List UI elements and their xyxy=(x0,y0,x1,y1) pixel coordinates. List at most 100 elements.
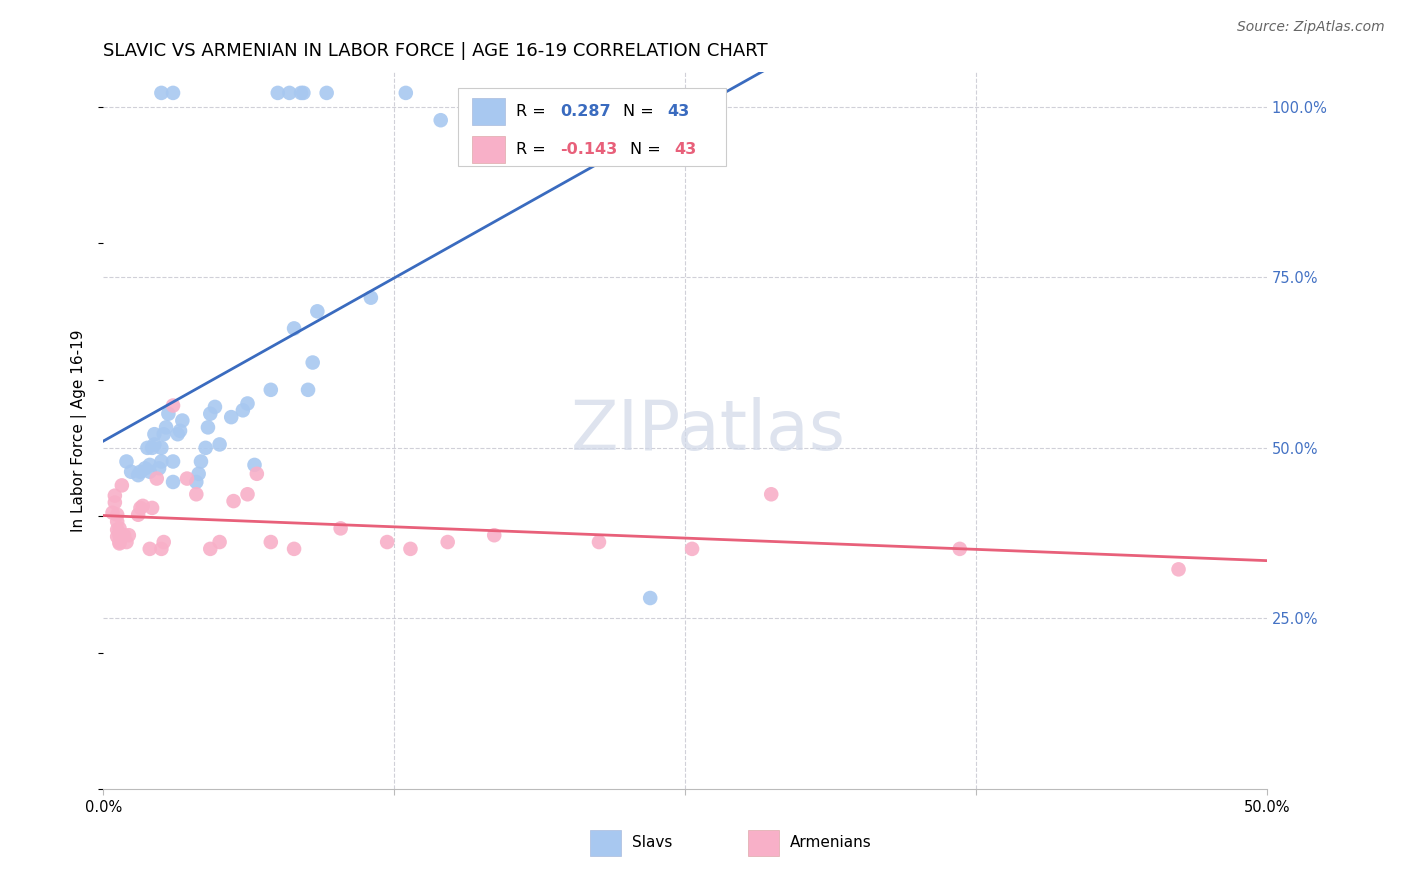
Point xyxy=(429,113,451,128)
Point xyxy=(139,541,162,556)
Point xyxy=(208,535,231,549)
Y-axis label: In Labor Force | Age 16-19: In Labor Force | Age 16-19 xyxy=(72,329,87,532)
Point xyxy=(243,458,266,472)
Text: R =: R = xyxy=(516,103,551,119)
Text: N =: N = xyxy=(630,143,666,157)
Point xyxy=(129,500,152,515)
Text: 0.287: 0.287 xyxy=(561,103,612,119)
Point xyxy=(190,454,212,468)
Point xyxy=(260,383,283,397)
Point xyxy=(105,523,128,537)
Point xyxy=(949,541,972,556)
Point xyxy=(222,494,245,508)
Point xyxy=(108,528,131,542)
Point xyxy=(150,441,173,455)
Point xyxy=(115,535,138,549)
Point xyxy=(162,86,184,100)
Point xyxy=(115,454,138,468)
Point xyxy=(162,475,184,489)
Point xyxy=(283,541,305,556)
Point xyxy=(150,86,173,100)
Point xyxy=(127,508,149,522)
Point xyxy=(395,86,418,100)
Point xyxy=(290,86,312,100)
Text: -0.143: -0.143 xyxy=(561,143,617,157)
Point xyxy=(436,535,458,549)
Point xyxy=(588,535,610,549)
Text: Slavs: Slavs xyxy=(633,836,672,850)
Point xyxy=(638,591,661,605)
Point xyxy=(761,487,783,501)
Point xyxy=(292,86,315,100)
Point xyxy=(194,441,217,455)
Point xyxy=(204,400,226,414)
Point xyxy=(141,500,163,515)
Point xyxy=(169,424,191,438)
Point xyxy=(118,528,141,542)
Point xyxy=(152,427,174,442)
Point xyxy=(236,487,259,501)
Point xyxy=(329,521,352,535)
Point xyxy=(236,396,259,410)
Point xyxy=(200,541,222,556)
Point xyxy=(155,420,177,434)
Point xyxy=(200,407,222,421)
Point xyxy=(152,535,174,549)
Point xyxy=(150,454,173,468)
Point xyxy=(108,536,131,550)
Text: Source: ZipAtlas.com: Source: ZipAtlas.com xyxy=(1237,20,1385,34)
Text: Armenians: Armenians xyxy=(790,836,872,850)
Point xyxy=(1167,562,1189,576)
Bar xyxy=(472,136,505,163)
Point xyxy=(141,441,163,455)
Point xyxy=(108,535,131,549)
Point xyxy=(162,454,184,468)
Point xyxy=(150,541,173,556)
Text: N =: N = xyxy=(623,103,659,119)
Point xyxy=(460,113,482,128)
Point xyxy=(260,535,283,549)
Point xyxy=(132,499,155,513)
Point xyxy=(187,467,209,481)
Point xyxy=(127,468,149,483)
Point xyxy=(197,420,219,434)
Point xyxy=(232,403,254,417)
Point xyxy=(148,461,170,475)
Point xyxy=(307,304,329,318)
Point xyxy=(246,467,269,481)
Point xyxy=(108,521,131,535)
Point xyxy=(129,465,152,479)
Point xyxy=(139,465,162,479)
Point xyxy=(120,465,142,479)
Bar xyxy=(472,97,505,125)
Point xyxy=(219,410,242,425)
Point xyxy=(315,86,337,100)
Point xyxy=(172,413,194,427)
Point xyxy=(360,291,382,305)
Point xyxy=(162,399,184,413)
Point xyxy=(111,478,134,492)
Point xyxy=(101,506,124,520)
Point xyxy=(105,508,128,522)
Point xyxy=(105,515,128,529)
Point xyxy=(104,495,127,509)
Point xyxy=(186,475,208,489)
Point xyxy=(399,541,422,556)
Point xyxy=(143,437,166,451)
Point xyxy=(143,427,166,442)
Text: 43: 43 xyxy=(675,143,697,157)
Point xyxy=(208,437,231,451)
Point xyxy=(166,427,188,442)
Text: 43: 43 xyxy=(668,103,690,119)
Point xyxy=(157,407,180,421)
Point xyxy=(104,489,127,503)
Point xyxy=(301,355,323,369)
Point xyxy=(105,530,128,544)
Bar xyxy=(458,88,725,166)
Point xyxy=(145,472,167,486)
Point xyxy=(112,528,135,542)
Point xyxy=(278,86,301,100)
Point xyxy=(375,535,398,549)
Text: R =: R = xyxy=(516,143,551,157)
Point xyxy=(139,458,162,472)
